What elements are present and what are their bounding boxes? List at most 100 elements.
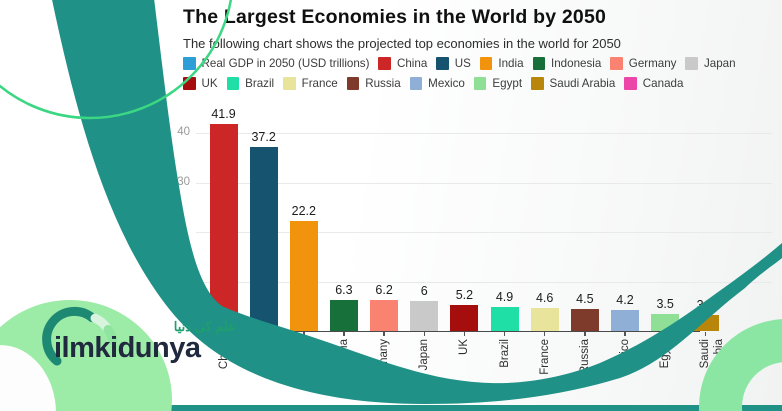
legend-label: Japan (703, 57, 736, 70)
legend-item-us: US (436, 57, 471, 70)
x-axis-label-saudi-arabia: Saudi Arabia (699, 339, 726, 373)
legend-label: US (454, 57, 471, 70)
bar-value-saudi-arabia: 3.3 (696, 297, 714, 312)
bar-germany (370, 300, 399, 331)
legend-label: China (396, 57, 428, 70)
x-axis-label-russia: Russia (578, 339, 591, 375)
x-tick-germany (383, 332, 385, 336)
logo-wordmark: ilmkidunya (54, 332, 201, 364)
ilmkidunya-logo: علم کی دنیا ilmkidunya (38, 303, 236, 383)
legend-swatch (183, 77, 196, 90)
x-axis-label-france: France (538, 339, 551, 375)
bar-japan (410, 301, 439, 331)
y-tick-label-30: 30 (177, 175, 190, 188)
bar-egypt (651, 313, 680, 331)
legend-label: Mexico (428, 77, 465, 90)
x-tick-brazil (503, 332, 506, 336)
legend-item-russia: Russia (346, 77, 401, 90)
x-axis-label-germany: Germany (378, 339, 391, 387)
legend-swatch (479, 57, 493, 70)
legend-label: Russia (365, 77, 401, 90)
legend-swatch (409, 77, 423, 90)
legend-label: Egypt (492, 77, 523, 90)
legend-row-1: Real GDP in 2050 (USD trillions) China US I… (183, 57, 736, 70)
bar-china (209, 123, 238, 331)
x-axis-label-canada: Canada (739, 339, 752, 380)
legend-item-china: China (378, 57, 427, 70)
gridline-10 (196, 281, 772, 283)
legend-label: Brazil (245, 77, 275, 90)
legend-label: Canada (642, 77, 684, 90)
legend-row-2: UK Brazil France Russia Mexico Egypt Saudi Ara… (183, 77, 683, 90)
bar-value-india: 22.2 (291, 204, 316, 219)
legend-item-japan: Japan (685, 57, 736, 70)
x-tick-saudi-arabia (704, 332, 707, 336)
legend-swatch (436, 57, 449, 70)
legend-swatch (610, 57, 623, 70)
legend-swatch (624, 77, 637, 90)
legend-item-egypt: Egypt (473, 77, 523, 90)
x-tick-canada (744, 332, 747, 336)
page-subtitle: The following chart shows the projected … (183, 36, 621, 51)
bar-india (289, 221, 318, 331)
gridline-20 (196, 232, 772, 233)
legend-label: France (301, 77, 338, 90)
legend-item-canada: Canada (624, 77, 683, 90)
legend-item-real-gdp-in-2050-usd-trillions-: Real GDP in 2050 (USD trillions) (183, 57, 369, 70)
legend-label: Real GDP in 2050 (USD trillions) (201, 57, 370, 70)
legend-item-saudi-arabia: Saudi Arabia (531, 77, 615, 90)
legend-label: Indonesia (551, 57, 602, 70)
legend-item-brazil: Brazil (226, 77, 275, 90)
legend-item-indonesia: Indonesia (532, 57, 602, 70)
x-axis-label-us: US (257, 339, 270, 355)
legend-swatch (346, 77, 360, 90)
page-title: The Largest Economies in the World by 20… (183, 6, 607, 28)
bar-indonesia (329, 299, 358, 331)
bar-saudi-arabia (691, 314, 720, 331)
bar-value-china: 41.9 (211, 106, 236, 121)
bar-uk (450, 305, 479, 331)
x-axis-label-indonesia: Indonesia (337, 339, 350, 389)
legend-label: Germany (628, 57, 677, 70)
x-tick-us (262, 332, 265, 336)
x-tick-uk (463, 332, 466, 336)
x-tick-russia (584, 332, 586, 336)
x-axis-label-india: India (297, 339, 310, 364)
bar-mexico (611, 310, 639, 331)
legend-swatch (226, 77, 240, 90)
x-axis-label-mexico: Mexico (619, 339, 631, 376)
legend-swatch (473, 77, 487, 90)
bar-us (249, 146, 278, 331)
bar-france (530, 308, 559, 331)
legend-item-india: India (479, 57, 524, 70)
x-tick-egypt (664, 332, 666, 336)
legend-swatch (685, 57, 698, 70)
x-tick-india (303, 332, 305, 336)
x-tick-japan (423, 332, 425, 336)
x-axis-label-brazil: Brazil (498, 339, 511, 368)
legend-item-mexico: Mexico (409, 77, 465, 90)
x-tick-indonesia (343, 332, 345, 336)
x-axis-label-japan: Japan (418, 339, 431, 371)
legend-label: Saudi Arabia (549, 77, 616, 90)
legend-item-uk: UK (183, 77, 218, 90)
x-tick-mexico (624, 332, 626, 336)
legend-item-germany: Germany (610, 57, 676, 70)
legend-swatch (183, 57, 196, 70)
x-tick-france (543, 332, 546, 336)
bar-russia (570, 308, 599, 331)
legend-swatch (531, 77, 544, 90)
legend-swatch (283, 77, 296, 90)
legend-swatch (378, 57, 391, 70)
gridline-30 (196, 182, 772, 184)
x-axis-label-egypt: Egypt (659, 339, 672, 369)
legend-swatch (532, 57, 546, 70)
legend-item-france: France (283, 77, 338, 90)
x-axis-label-uk: UK (458, 339, 471, 355)
y-tick-label-40: 40 (177, 126, 190, 138)
legend-label: UK (201, 77, 218, 90)
bar-brazil (490, 306, 519, 331)
legend-label: India (498, 57, 524, 70)
bar-value-us: 37.2 (251, 129, 276, 144)
